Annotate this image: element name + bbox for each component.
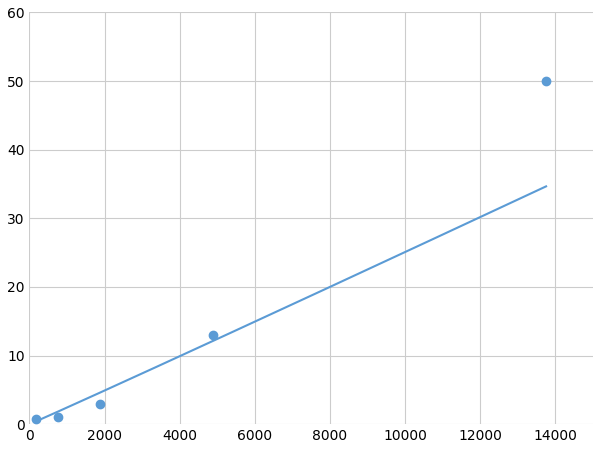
Point bbox=[32, 415, 41, 422]
Point bbox=[208, 331, 217, 338]
Point bbox=[53, 414, 62, 421]
Point bbox=[95, 400, 104, 407]
Point bbox=[541, 77, 551, 85]
